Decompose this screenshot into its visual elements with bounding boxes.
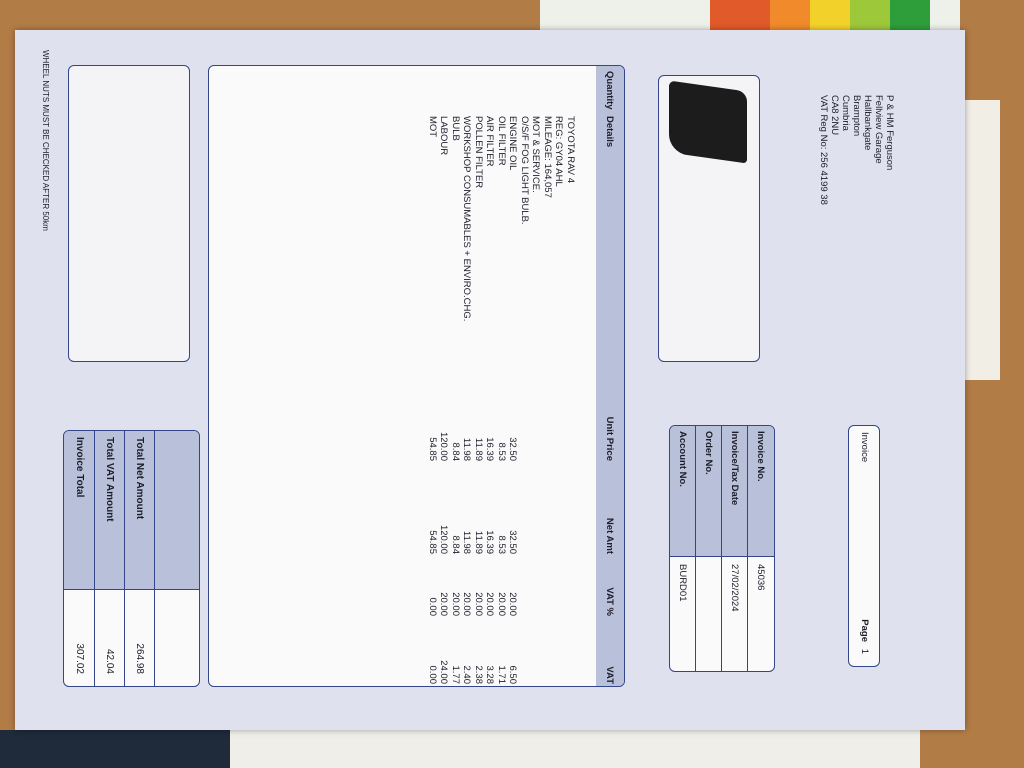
invoice-document: P & HM Ferguson Fellview Garage Hallbankga…: [15, 30, 965, 730]
logo-box: [658, 75, 760, 362]
total-value: 42.04: [104, 648, 115, 674]
address-line: Fellview Garage: [873, 95, 884, 164]
item-vat-pct: 20.00: [461, 592, 473, 616]
items-table: Quantity Details Unit Price Net Amt VAT % VAT…: [208, 65, 625, 687]
info-label: Order No.: [703, 431, 714, 475]
total-label: Total VAT Amount: [104, 437, 115, 522]
totals-table: Total Net Amount 264.98 Total VAT Amount 42…: [63, 430, 200, 687]
item-unit-price: 11.98: [461, 437, 473, 461]
page-number: 1: [859, 648, 870, 654]
address-line: P & HM Ferguson: [884, 95, 895, 171]
column-header: VAT: [604, 666, 615, 684]
item-net-amt: 11.89: [473, 530, 484, 554]
item-unit-price: 8.84: [450, 442, 461, 462]
address-line: CA8 2NU: [829, 95, 840, 136]
background-paper: [220, 725, 920, 768]
item-details: O/S/F FOG LIGHT BULB.: [519, 116, 530, 225]
item-details: MOT: [427, 116, 438, 138]
item-vat-pct: 20.00: [507, 592, 519, 616]
item-vat: 3.28: [484, 665, 496, 685]
item-net-amt: 8.84: [450, 535, 461, 555]
item-vat-pct: 0.00: [427, 597, 438, 617]
item-net-amt: 32.50: [507, 530, 519, 554]
item-vat: 2.40: [461, 665, 473, 685]
column-header: VAT %: [604, 587, 615, 616]
item-vat-pct: 20.00: [484, 592, 496, 616]
background-object: [0, 730, 230, 768]
info-label: Account No.: [677, 431, 688, 487]
item-vat: 0.00: [427, 665, 438, 685]
item-vat: 1.77: [450, 665, 461, 685]
item-details: MILEAGE: 164,057: [542, 116, 553, 198]
item-details: REG: GY04 AHL: [553, 116, 565, 187]
item-net-amt: 120.00: [438, 524, 450, 554]
item-details: OIL FILTER: [496, 116, 507, 166]
item-vat-pct: 20.00: [473, 592, 484, 616]
invoice-title: Invoice: [859, 432, 870, 463]
row-divider: [94, 431, 95, 686]
item-unit-price: 11.89: [473, 437, 484, 461]
item-vat: 24.00: [438, 660, 450, 684]
footer-note: WHEEL NUTS MUST BE CHECKED AFTER 50km: [41, 50, 50, 231]
row-divider: [695, 426, 696, 671]
item-vat-pct: 20.00: [496, 592, 507, 616]
item-net-amt: 54.85: [427, 530, 438, 554]
row-divider: [721, 426, 722, 671]
item-details: BULB: [450, 116, 461, 141]
total-value: 264.98: [134, 643, 145, 674]
address-block: P & HM Ferguson Fellview Garage Hallbankga…: [818, 95, 895, 205]
info-value: BURD01: [677, 564, 688, 602]
item-details: LABOUR: [438, 116, 450, 156]
item-details: ENGINE OIL: [507, 116, 519, 171]
item-details: POLLEN FILTER: [473, 116, 484, 189]
column-header: Quantity: [604, 71, 615, 110]
notes-box: [68, 65, 190, 362]
info-label: Invoice/Tax Date: [729, 431, 740, 506]
info-table: Invoice No. 45036 Invoice/Tax Date 27/02/20…: [669, 425, 775, 672]
address-line: Hallbankgate: [862, 95, 873, 151]
item-vat-pct: 20.00: [438, 592, 450, 616]
redacted-logo: [669, 80, 747, 164]
column-header: Unit Price: [604, 416, 615, 461]
total-label: Total Net Amount: [134, 437, 145, 520]
item-unit-price: 54.85: [427, 437, 438, 461]
item-net-amt: 8.53: [496, 535, 507, 555]
address-line: Brampton: [851, 95, 862, 137]
address-line: Cumbria: [840, 95, 851, 131]
item-details: WORKSHOP CONSUMABLES + ENVIRO.CHG.: [461, 116, 473, 322]
row-divider: [124, 431, 125, 686]
item-vat: 1.71: [496, 665, 507, 685]
column-header: Details: [604, 116, 615, 148]
total-value: 307.02: [74, 643, 85, 674]
info-value: 27/02/2024: [729, 564, 740, 612]
total-label: Invoice Total: [74, 437, 85, 498]
item-details: TOYOTA RAV 4: [565, 116, 576, 184]
address-line: VAT Reg No: 256 4199 38: [818, 95, 829, 205]
column-divider: [670, 556, 774, 557]
info-value: 45036: [755, 564, 766, 591]
item-vat: 6.50: [507, 665, 519, 685]
row-divider: [154, 431, 155, 686]
row-divider: [747, 426, 748, 671]
column-header: Net Amt: [604, 517, 615, 554]
item-net-amt: 11.98: [461, 530, 473, 554]
item-unit-price: 8.53: [496, 442, 507, 462]
item-unit-price: 32.50: [507, 437, 519, 461]
item-vat: 2.38: [473, 665, 484, 685]
item-unit-price: 120.00: [438, 431, 450, 461]
item-vat-pct: 20.00: [450, 592, 461, 616]
info-label: Invoice No.: [755, 431, 766, 482]
item-details: MOT & SERVICE.: [530, 116, 542, 193]
item-net-amt: 16.39: [484, 530, 496, 554]
invoice-title-box: Invoice Page 1: [848, 425, 880, 667]
page-label: Page: [859, 619, 870, 642]
column-divider: [64, 589, 199, 590]
item-unit-price: 16.39: [484, 437, 496, 461]
item-details: AIR FILTER: [484, 116, 496, 167]
